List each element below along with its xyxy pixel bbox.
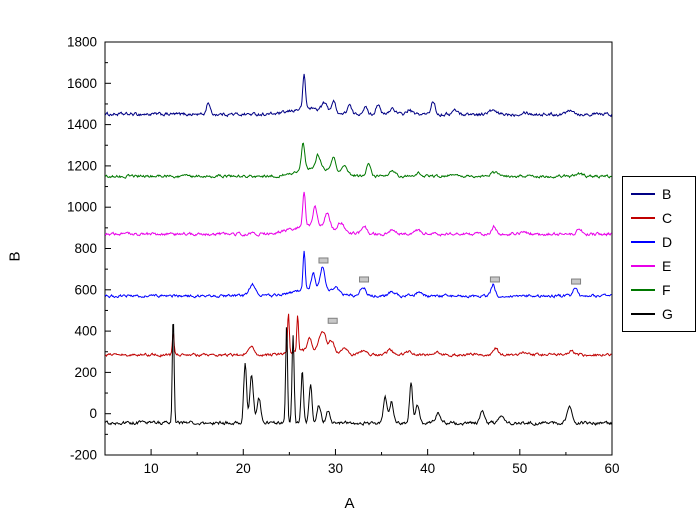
legend-label-E: E bbox=[662, 258, 672, 274]
legend-line-F bbox=[631, 289, 655, 291]
legend-item-E: E bbox=[631, 254, 695, 278]
legend-item-G: G bbox=[631, 302, 695, 326]
series-line-G bbox=[105, 323, 612, 426]
y-tick-label: 1800 bbox=[67, 35, 97, 50]
x-tick-label: 50 bbox=[512, 461, 527, 476]
x-tick-label: 60 bbox=[604, 461, 619, 476]
peak-marker bbox=[571, 278, 582, 285]
legend-item-F: F bbox=[631, 278, 695, 302]
legend-label-D: D bbox=[662, 234, 673, 250]
y-tick-label: 0 bbox=[89, 406, 97, 421]
y-tick-label: 1600 bbox=[67, 76, 97, 91]
series-line-D bbox=[105, 250, 612, 299]
y-tick-label: 1200 bbox=[67, 158, 97, 173]
y-tick-label: -200 bbox=[70, 448, 97, 463]
y-tick-label: 1000 bbox=[67, 200, 97, 215]
y-tick-label: 400 bbox=[74, 324, 97, 339]
legend-item-B: B bbox=[631, 182, 695, 206]
series-line-C bbox=[105, 313, 612, 358]
legend-line-C bbox=[631, 217, 655, 219]
series-line-F bbox=[105, 142, 612, 179]
legend-label-B: B bbox=[662, 186, 672, 202]
peak-marker bbox=[318, 257, 329, 264]
y-tick-label: 600 bbox=[74, 282, 97, 297]
legend-item-D: D bbox=[631, 230, 695, 254]
peak-marker bbox=[359, 276, 370, 283]
series-line-B bbox=[105, 73, 612, 118]
axis-box bbox=[104, 41, 613, 456]
y-tick-label: 800 bbox=[74, 241, 97, 256]
x-tick-label: 10 bbox=[144, 461, 159, 476]
legend-label-G: G bbox=[662, 306, 673, 322]
x-tick-label: 20 bbox=[236, 461, 251, 476]
x-tick-label: 30 bbox=[328, 461, 343, 476]
y-tick-label: 1400 bbox=[67, 117, 97, 132]
peak-marker bbox=[327, 317, 338, 324]
peak-marker bbox=[489, 276, 500, 283]
legend-line-D bbox=[631, 241, 655, 243]
x-tick-label: 40 bbox=[420, 461, 435, 476]
x-axis-label: A bbox=[344, 495, 355, 512]
legend-line-G bbox=[631, 313, 655, 315]
y-tick-label: 200 bbox=[74, 365, 97, 380]
legend-label-F: F bbox=[662, 282, 671, 298]
series-line-E bbox=[105, 191, 612, 237]
legend-line-B bbox=[631, 193, 655, 195]
y-axis-label: B bbox=[6, 251, 24, 262]
legend-item-C: C bbox=[631, 206, 695, 230]
legend-line-E bbox=[631, 265, 655, 267]
legend-label-C: C bbox=[662, 210, 673, 226]
